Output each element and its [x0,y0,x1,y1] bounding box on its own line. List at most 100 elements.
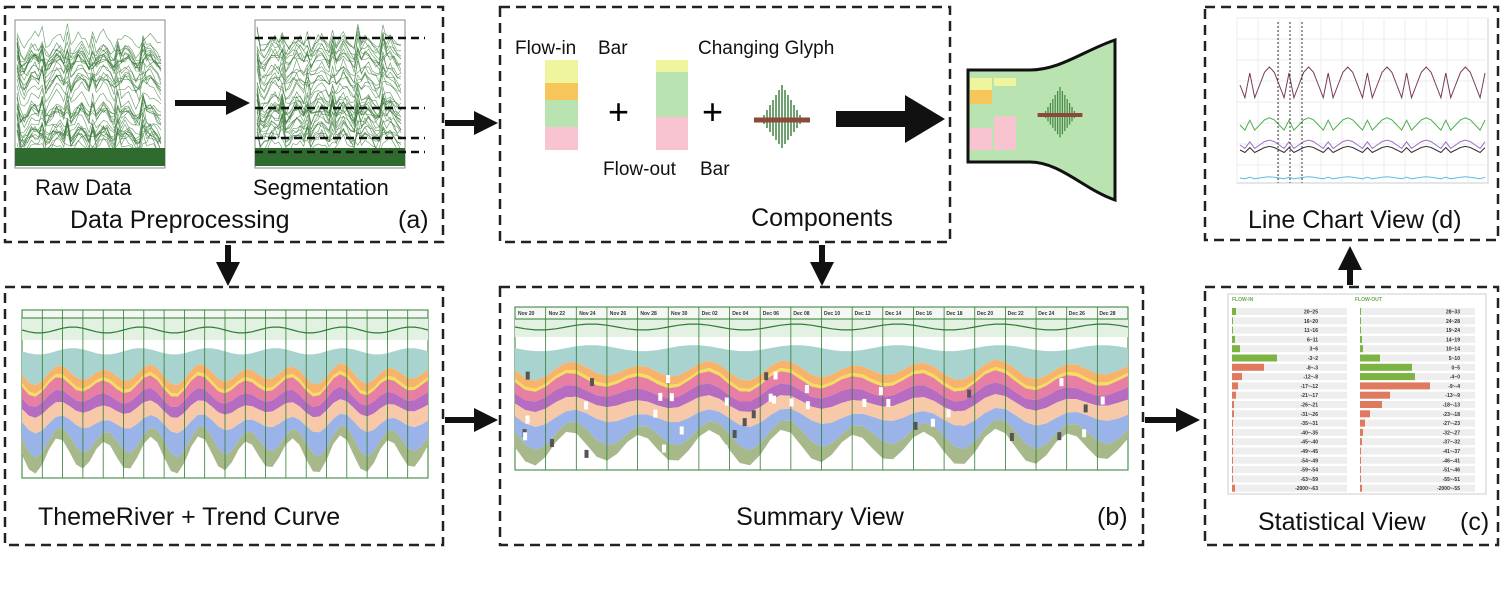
bar-label: Bar [700,159,730,180]
line-chart-thumbnail [1236,17,1489,184]
row-bg [1360,428,1475,436]
row-bg [1232,345,1347,353]
in-bar [1232,363,1264,371]
bin-label: -18~-13 [1443,403,1461,409]
date-label: Nov 20 [518,311,535,317]
line-chart-panel [1203,5,1500,242]
summary-thumbnail: Nov 20 Nov 22 Nov 24 Nov 26 Nov 28 Nov 30 Dec … [514,306,1129,471]
bin-label: 3~6 [1310,347,1319,353]
in-bar [1232,410,1234,418]
line [1239,66,1486,100]
date-label: Nov 28 [640,311,657,317]
series-line [16,37,162,76]
glyph-mark [967,389,972,398]
series-line [256,54,402,84]
row-bg [1232,308,1347,315]
in-bar [1232,345,1240,353]
bin-label: -59~-54 [1301,468,1319,474]
bin-label: 14~19 [1446,337,1460,343]
plus: + [608,91,629,132]
date-label: Nov 30 [671,311,688,317]
panel-tag: (a) [398,206,429,234]
row-bg [1360,326,1475,334]
in-bar [1232,466,1233,474]
in-bar [1232,419,1233,427]
in-bar [1232,335,1235,343]
row-bg [1360,335,1475,343]
date-label: Dec 26 [1069,311,1085,317]
bin-label: 6~11 [1307,337,1318,343]
glyph-mark [724,397,729,406]
glyph-mark [913,421,918,430]
row-bg [1232,326,1347,334]
components-title: Components [751,204,893,232]
bin-label: -2000~-55 [1437,486,1460,492]
row-bg [1232,410,1347,418]
series-line [16,111,162,139]
panel-tag: (b) [1097,503,1128,531]
glyph-mark [768,393,773,402]
glyph-label: Changing Glyph [698,38,834,59]
bin-label: 20~25 [1304,310,1318,316]
series-line [256,54,402,85]
dense-band [15,148,165,166]
series-line [256,120,402,150]
glyph-mark [1100,396,1105,405]
in-bar [1232,484,1235,492]
flow-out-label: Flow-out [603,159,677,180]
bin-label: -37~-32 [1443,440,1461,446]
segmentation-thumbnail [254,19,406,169]
date-label: Dec 04 [732,311,748,317]
out-bar [1360,373,1415,381]
in-bar [1232,401,1234,408]
big-arrow [836,95,945,143]
glyph-mark [658,392,663,401]
row-bg [1232,382,1347,390]
bin-label: -54~-49 [1301,458,1319,464]
in-bar [1232,438,1233,446]
summary-panel [498,285,1145,547]
glyph-mark [589,378,594,387]
row-bg [1360,354,1475,362]
glyph-mark [653,409,658,418]
bin-label: -63~-59 [1301,477,1319,483]
flow-out-header: FLOW-OUT [1355,297,1382,303]
glyph-mark [764,372,769,381]
themeriver-thumbnail [21,309,429,479]
series-line [256,69,402,101]
glyph-mark [946,409,951,418]
out-bar [1360,419,1365,427]
series-line [16,31,162,62]
row-bg [1360,317,1475,325]
in-bar [1232,447,1233,455]
bin-label: -31~-26 [1301,412,1319,418]
in-bar [1232,456,1233,464]
raw-data-thumbnail [14,19,166,169]
bin-label: -23~-18 [1443,412,1461,418]
glyph-mark [742,418,747,427]
date-label: Dec 18 [946,311,962,317]
in-bar [1232,475,1233,483]
themeriver-title: ThemeRiver + Trend Curve [38,503,340,531]
glyph-mark [878,387,883,396]
series-line [16,96,162,127]
out-bar [1360,447,1361,455]
in-bar [1232,326,1233,334]
date-label: Dec 10 [824,311,840,317]
series-line [256,116,402,151]
line-chart-title: Line Chart View (d) [1248,206,1462,234]
in-bar [1232,428,1233,436]
bin-label: -51~-46 [1443,468,1461,474]
bin-label: 28~33 [1446,310,1460,316]
series-line [16,113,162,145]
glyph-mark [773,371,778,380]
row-bg [1360,447,1475,455]
glyph-mark [789,398,794,407]
row-bg [1232,401,1347,408]
glyph-mark [584,449,589,458]
glyph-mark [1059,378,1064,387]
out-bar [1360,410,1370,418]
out-bar [1360,345,1363,353]
out-bar [1360,438,1362,446]
